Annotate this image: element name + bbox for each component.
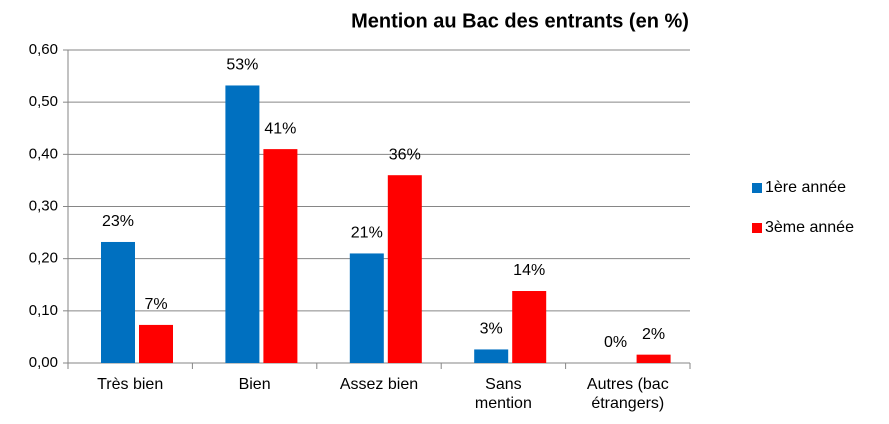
bar (101, 241, 135, 363)
data-label: 2% (642, 326, 665, 343)
y-tick-label: 0,40 (29, 145, 58, 162)
bar (387, 175, 422, 363)
x-tick-label: Assez bien (339, 376, 419, 393)
data-label: 21% (351, 225, 383, 242)
chart-title: Mention au Bac des entrants (en %) (351, 10, 689, 32)
x-tick-label: Très bien (97, 376, 164, 393)
x-tick-label: Bien (238, 376, 271, 393)
y-tick-label: 0,30 (29, 197, 58, 214)
bar (474, 349, 509, 363)
legend-swatch (752, 223, 762, 233)
data-label: 14% (513, 262, 545, 279)
bar (349, 253, 384, 363)
bar (225, 85, 260, 364)
data-label: 7% (144, 296, 167, 313)
legend-label: 3ème année (765, 219, 854, 236)
bar (139, 324, 173, 363)
data-label: 3% (480, 321, 503, 338)
y-tick-label: 0,10 (29, 302, 58, 319)
x-tick-label: Autres (bac étrangers) (586, 376, 669, 412)
data-label: 0% (604, 334, 627, 351)
bar (512, 291, 547, 363)
data-label: 36% (389, 146, 421, 163)
data-label: 41% (264, 120, 296, 137)
y-tick-label: 0,50 (29, 93, 58, 110)
legend-swatch (752, 183, 762, 193)
y-tick-label: 0,20 (29, 250, 58, 267)
data-label: 53% (226, 57, 258, 74)
y-tick-label: 0,00 (29, 354, 58, 371)
bar (636, 354, 671, 363)
bar (263, 149, 298, 363)
legend-label: 1ère année (765, 179, 846, 196)
y-tick-label: 0,60 (29, 41, 58, 58)
data-label: 23% (102, 213, 134, 230)
x-tick-label: Sans mention (474, 376, 532, 412)
